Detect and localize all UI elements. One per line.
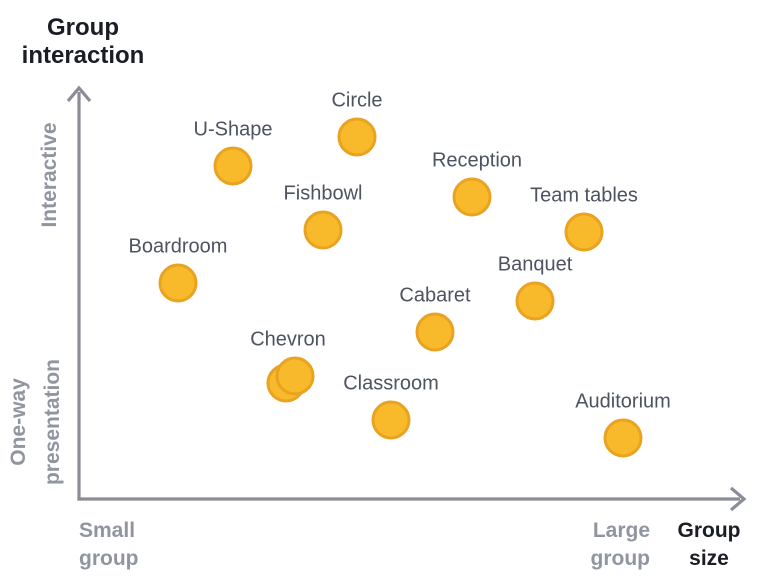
data-point-label-team-tables: Team tables	[530, 184, 638, 207]
data-point-label-banquet: Banquet	[497, 253, 573, 276]
x-axis-label-large-line2: group	[590, 547, 650, 570]
data-point-reception[interactable]	[452, 177, 492, 217]
data-point-label-boardroom: Boardroom	[128, 235, 228, 258]
x-axis-label-large-line1: Large	[592, 519, 650, 542]
data-point-circle[interactable]	[337, 117, 377, 157]
chart-title-line2: interaction	[21, 42, 145, 69]
x-axis-title-line1: Group	[677, 519, 741, 542]
y-axis-label-interactive: Interactive	[38, 122, 61, 228]
data-point-label-auditorium: Auditorium	[575, 390, 671, 413]
data-point-auditorium[interactable]	[603, 418, 643, 458]
data-point-label-reception: Reception	[431, 149, 523, 172]
x-axis-label-small-group: Small group	[79, 517, 138, 573]
data-point-u-shape[interactable]	[213, 146, 253, 186]
data-point-label-chevron: Chevron	[250, 328, 326, 351]
x-axis-title-line2: size	[689, 547, 729, 570]
y-axis-label-one-way-line2: presentation	[41, 358, 64, 486]
data-point-team-tables[interactable]	[564, 212, 604, 252]
y-axis-label-one-way-presentation: One-way presentation	[2, 359, 70, 485]
data-point-chevron[interactable]	[275, 356, 315, 396]
data-point-label-circle: Circle	[331, 89, 383, 112]
data-point-banquet[interactable]	[515, 281, 555, 321]
data-point-boardroom[interactable]	[158, 263, 198, 303]
data-point-label-fishbowl: Fishbowl	[283, 182, 363, 205]
y-axis-label-one-way-line1: One-way	[7, 378, 30, 466]
data-point-classroom[interactable]	[371, 400, 411, 440]
chart-title-line1: Group	[47, 14, 119, 41]
data-point-label-cabaret: Cabaret	[399, 284, 471, 307]
x-axis-label-small-line1: Small	[79, 519, 136, 542]
data-point-fishbowl[interactable]	[303, 210, 343, 250]
x-axis-label-small-line2: group	[79, 547, 139, 570]
data-point-label-classroom: Classroom	[343, 372, 439, 395]
x-axis-title-group-size: Group size	[671, 517, 747, 573]
data-point-label-u-shape: U-Shape	[193, 118, 273, 141]
x-axis-arrowhead-icon	[729, 486, 747, 512]
chart-title: Group interaction	[2, 14, 164, 70]
y-axis-arrowhead-icon	[66, 85, 92, 103]
data-point-cabaret[interactable]	[415, 312, 455, 352]
x-axis-label-large-group: Large group	[591, 517, 650, 573]
